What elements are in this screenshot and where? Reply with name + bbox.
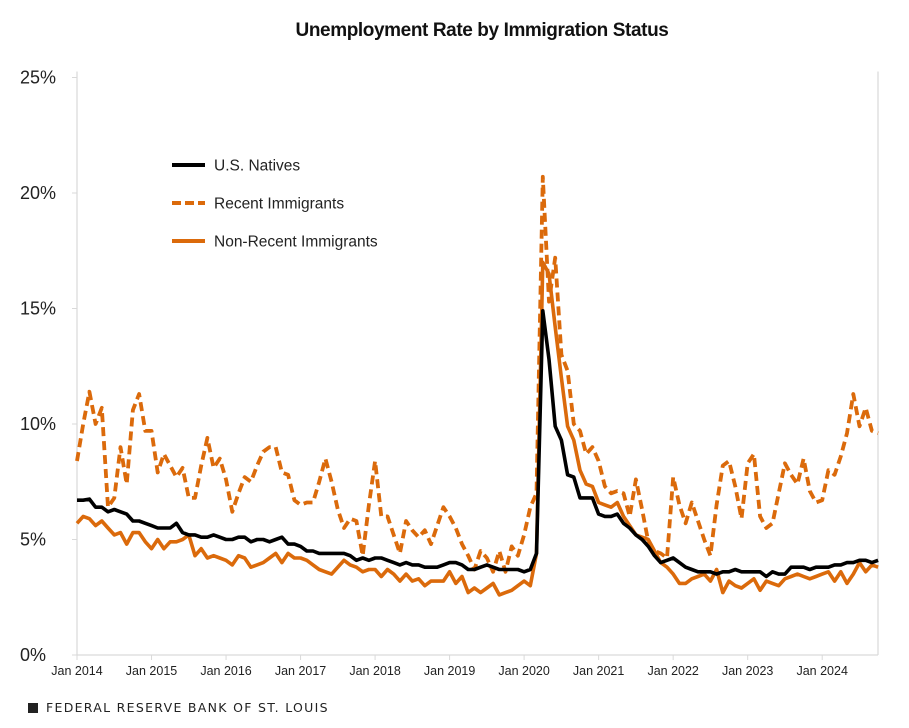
y-tick-label: 10% — [20, 414, 56, 434]
series-line-u-s-natives — [77, 308, 879, 579]
y-tick-label: 15% — [20, 299, 56, 319]
footer: FEDERAL RESERVE BANK OF ST. LOUIS — [28, 700, 329, 715]
y-tick-label: 5% — [20, 530, 46, 550]
y-tick-label: 0% — [20, 645, 46, 665]
x-tick-label: Jan 2018 — [349, 664, 400, 678]
x-tick-label: Jan 2024 — [796, 664, 847, 678]
legend-label: U.S. Natives — [214, 158, 300, 175]
legend-label: Recent Immigrants — [214, 196, 344, 213]
x-tick-label: Jan 2022 — [647, 664, 698, 678]
x-tick-label: Jan 2019 — [424, 664, 475, 678]
series-line-recent-immigrants — [75, 174, 879, 574]
legend: U.S. Natives Recent Immigrants Non-Recent … — [172, 158, 378, 251]
x-tick-label: Jan 2014 — [51, 664, 102, 678]
x-tick-label: Jan 2020 — [498, 664, 549, 678]
y-tick-label: 20% — [20, 183, 56, 203]
footer-text: FEDERAL RESERVE BANK OF ST. LOUIS — [46, 700, 329, 715]
x-tick-label: Jan 2017 — [275, 664, 326, 678]
series-lines — [75, 174, 879, 597]
chart-title: Unemployment Rate by Immigration Status — [296, 20, 669, 41]
y-tick-label: 25% — [20, 68, 56, 88]
square-icon — [28, 702, 38, 713]
axes: 0% 5% 10% 15% 20% 25% Jan 2014 Jan 2015 Jan 2016… — [20, 68, 879, 678]
x-tick-label: Jan 2023 — [722, 664, 773, 678]
x-tick-label: Jan 2016 — [200, 664, 251, 678]
series-line-non-recent-immigrants — [75, 260, 879, 597]
x-tick-label: Jan 2021 — [573, 664, 624, 678]
x-tick-label: Jan 2015 — [126, 664, 177, 678]
legend-label: Non-Recent Immigrants — [214, 234, 378, 251]
